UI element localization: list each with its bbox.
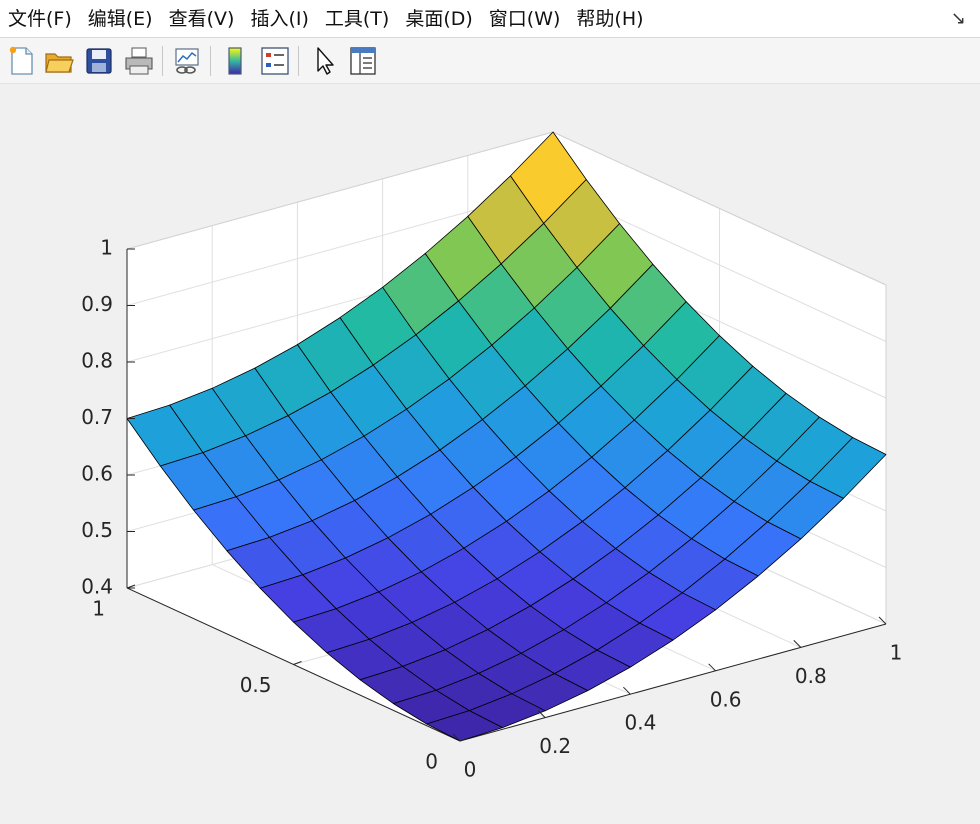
z-tick-label: 0.6 bbox=[81, 462, 113, 486]
z-tick-label: 0.5 bbox=[81, 518, 113, 542]
surface-patch bbox=[426, 710, 504, 742]
tick-mark bbox=[459, 737, 469, 742]
menu-insert[interactable]: 插入(I) bbox=[250, 7, 309, 30]
menu-help[interactable]: 帮助(H) bbox=[576, 7, 644, 30]
figure-area: 0.4 0.5 0.6 0.7 0.8 0.9 1 0 0.2 0.4 0.6 0.8 1 0 0.5 1 bbox=[0, 84, 980, 820]
x-tick-label: 0.8 bbox=[795, 664, 827, 688]
menu-bar: 文件(F) 编辑(E) 查看(V) 插入(I) 工具(T) 桌面(D) 窗口(W… bbox=[0, 0, 980, 38]
menu-file[interactable]: 文件(F) bbox=[8, 7, 72, 30]
z-tick-label: 1 bbox=[100, 236, 113, 260]
menu-desktop[interactable]: 桌面(D) bbox=[405, 7, 473, 30]
new-figure-icon[interactable] bbox=[4, 44, 38, 78]
y-tick-label: 0 bbox=[425, 750, 438, 774]
toolbar-separator bbox=[162, 46, 163, 76]
surface-plot[interactable]: 0.4 0.5 0.6 0.7 0.8 0.9 1 0 0.2 0.4 0.6 0.8 1 0 0.5 1 bbox=[0, 84, 980, 820]
z-tick-label: 0.7 bbox=[81, 405, 113, 429]
property-inspector-icon[interactable] bbox=[346, 44, 380, 78]
print-icon[interactable] bbox=[122, 44, 156, 78]
tick-mark bbox=[537, 710, 546, 718]
x-tick-label: 0 bbox=[464, 758, 477, 782]
x-tick-label: 1 bbox=[890, 641, 903, 665]
box-edge bbox=[126, 131, 554, 250]
box-edge bbox=[552, 131, 887, 286]
insert-colorbar-icon[interactable] bbox=[218, 44, 252, 78]
figure-toolbar bbox=[0, 38, 980, 84]
y-tick-label: 0.5 bbox=[240, 673, 272, 697]
x-tick-label: 0.6 bbox=[710, 687, 742, 711]
menu-edit[interactable]: 编辑(E) bbox=[87, 7, 153, 30]
z-tick-label: 0.4 bbox=[81, 575, 113, 599]
tick-mark bbox=[452, 733, 461, 742]
insert-legend-icon[interactable] bbox=[258, 44, 292, 78]
toolbar-separator bbox=[298, 46, 299, 76]
link-plot-icon[interactable] bbox=[170, 44, 204, 78]
x-tick-label: 0.4 bbox=[624, 711, 656, 735]
tick-mark bbox=[708, 663, 716, 672]
tick-labels: 0.4 0.5 0.6 0.7 0.8 0.9 1 0 0.2 0.4 0.6 0.8 1 0 0.5 1 bbox=[81, 236, 902, 782]
x-tick-label: 0.2 bbox=[539, 734, 571, 758]
z-tick-label: 0.8 bbox=[81, 349, 113, 373]
toolbar-separator bbox=[210, 46, 211, 76]
open-file-icon[interactable] bbox=[42, 44, 76, 78]
menu-tools[interactable]: 工具(T) bbox=[324, 7, 390, 30]
tick-mark bbox=[126, 584, 136, 589]
y-tick-label: 1 bbox=[92, 597, 105, 621]
tick-mark bbox=[793, 640, 802, 648]
tick-mark bbox=[878, 616, 887, 625]
x-axis-line bbox=[459, 623, 887, 742]
save-icon[interactable] bbox=[82, 44, 116, 78]
edit-plot-arrow-icon[interactable] bbox=[306, 44, 340, 78]
z-tick-label: 0.9 bbox=[81, 292, 113, 316]
tick-mark bbox=[623, 686, 631, 695]
menu-window[interactable]: 窗口(W) bbox=[488, 7, 561, 30]
surface-mesh[interactable] bbox=[126, 131, 887, 742]
menu-view[interactable]: 查看(V) bbox=[168, 7, 235, 30]
tick-mark bbox=[293, 661, 302, 665]
dock-arrow-icon[interactable]: ↘ bbox=[950, 8, 966, 29]
